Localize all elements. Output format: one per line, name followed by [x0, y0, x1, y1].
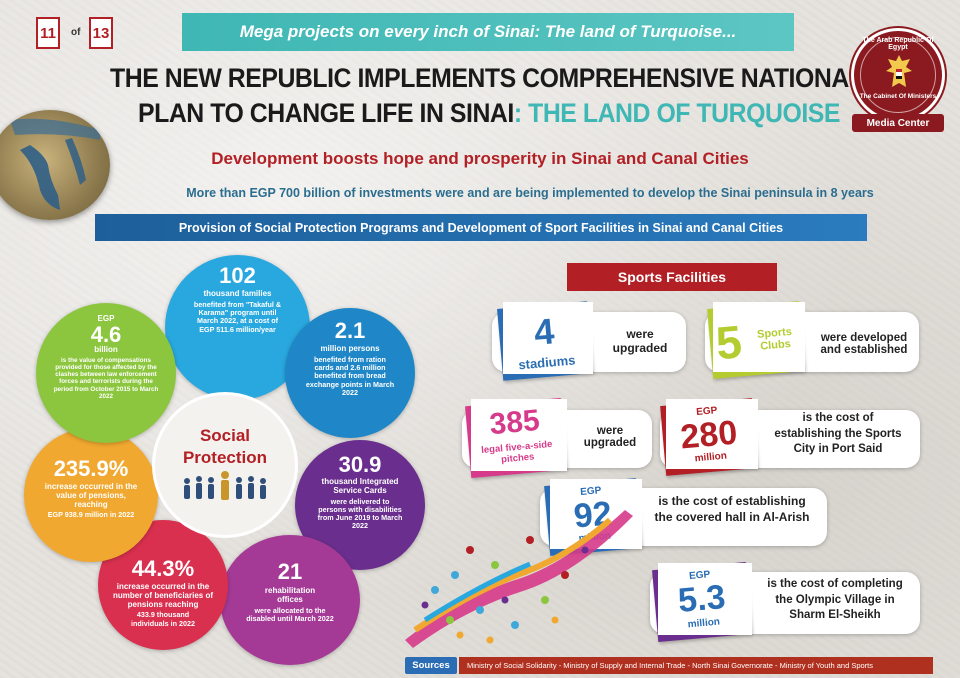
badge-pitches: 385 legal five-a-side pitches [465, 397, 567, 479]
sources-label: Sources [405, 657, 457, 674]
pitches-desc: were upgraded [583, 425, 637, 449]
stat-unit: increase occurred in the value of pensio… [44, 482, 138, 509]
sports-pictograms-image [405, 510, 633, 648]
page-current: 11 [36, 17, 60, 49]
headline-line2-a: PLAN TO CHANGE LIFE IN SINAI [138, 98, 514, 128]
headline-line1: THE NEW REPUBLIC IMPLEMENTS COMPREHENSIV… [110, 63, 864, 93]
stat-circle-pension-value: 235.9% increase occurred in the value of… [24, 428, 158, 562]
stat-circle-compensations: EGP 4.6 billion is the value of compensa… [36, 303, 176, 443]
stat-unit: thousand families [203, 289, 272, 298]
port-said-desc: is the cost of establishing the Sports C… [774, 412, 902, 456]
stadiums-number: 4 [532, 310, 556, 353]
social-title-line1: Social [199, 426, 251, 445]
stat-number: 30.9 [338, 452, 382, 477]
stat-unit: rehabilitation offices [264, 586, 316, 604]
top-banner: Mega projects on every inch of Sinai: Th… [182, 13, 794, 51]
cabinet-seal-logo: The Arab Republic Of Egypt The Cabinet O… [851, 28, 945, 122]
sources-text: Ministry of Social Solidarity - Ministry… [459, 657, 933, 674]
social-title-line2: Protection [182, 448, 268, 468]
stat-text: were allocated to the disabled until Mar… [246, 605, 334, 623]
badge-clubs: 5 Sports Clubs [707, 301, 805, 379]
stat-number: 102 [219, 263, 256, 288]
sports-facilities-header: Sports Facilities [567, 263, 777, 291]
stat-circle-rehab: 21 rehabilitation offices were allocated… [220, 535, 360, 665]
badge-stadiums: 4 stadiums [497, 301, 593, 381]
stat-text: benefited from ration cards and 2.6 mill… [305, 354, 395, 397]
stat-text: were delivered to persons with disabilit… [317, 496, 403, 531]
stat-unit: increase occurred in the number of benef… [112, 582, 214, 609]
stat-number: 21 [277, 559, 303, 584]
stat-unit: thousand Integrated Service Cards [321, 477, 399, 495]
section-banner: Provision of Social Protection Programs … [95, 214, 867, 241]
clubs-desc: were developed and established [820, 332, 908, 356]
stat-prefix: EGP [97, 314, 115, 323]
olympic-desc: is the cost of completing the Olympic Vi… [767, 578, 903, 622]
media-center-label: Media Center [852, 114, 944, 132]
stat-text: is the value of compensations provided f… [53, 356, 159, 400]
social-protection-title: Social Protection [183, 425, 267, 469]
people-group-icon [184, 471, 266, 501]
social-protection-center: Social Protection [155, 395, 295, 535]
badge-port-said: EGP 280 million [660, 398, 758, 476]
stat-circle-ration: 2.1 million persons benefited from ratio… [285, 308, 415, 438]
stadiums-desc: were upgraded [612, 327, 668, 355]
stat-number: 2.1 [334, 318, 366, 343]
headline-separator: : [513, 98, 529, 128]
eagle-icon [886, 55, 912, 87]
headline-line2-b: THE LAND OF TURQUOISE [528, 98, 840, 128]
arish-desc: is the cost of establishing the covered … [654, 494, 810, 524]
stat-circle-families: 102 thousand families benefited from "Ta… [165, 255, 310, 400]
page-total: 13 [89, 17, 113, 49]
headline-line2: PLAN TO CHANGE LIFE IN SINAI: THE LAND O… [138, 98, 840, 129]
stat-number: 44.3% [131, 556, 195, 581]
stat-text: benefited from "Takaful & Karama" progra… [193, 299, 282, 334]
stat-circle-pension-beneficiaries: 44.3% increase occurred in the number of… [98, 520, 228, 650]
stat-unit: million persons [320, 344, 380, 353]
investment-text: More than EGP 700 billion of investments… [186, 186, 874, 200]
stat-number: 4.6 [90, 321, 122, 347]
stat-text: 433.9 thousand individuals in 2022 [131, 610, 195, 628]
stat-number: 235.9% [53, 456, 129, 481]
clubs-label: Sports Clubs [756, 325, 793, 353]
seal-top-text: The Arab Republic Of Egypt [862, 37, 934, 51]
subtitle: Development boosts hope and prosperity i… [211, 149, 749, 168]
sinai-map-image [0, 110, 110, 220]
badge-olympic: EGP 5.3 million [652, 562, 752, 642]
stat-circle-service-cards: 30.9 thousand Integrated Service Cards w… [295, 440, 425, 570]
seal-bottom-text: The Cabinet Of Ministers [859, 93, 937, 100]
page-of-label: of [71, 27, 81, 38]
stat-text: EGP 938.9 million in 2022 [47, 510, 135, 520]
clubs-number: 5 [713, 315, 744, 370]
stat-unit: billion [94, 344, 118, 354]
